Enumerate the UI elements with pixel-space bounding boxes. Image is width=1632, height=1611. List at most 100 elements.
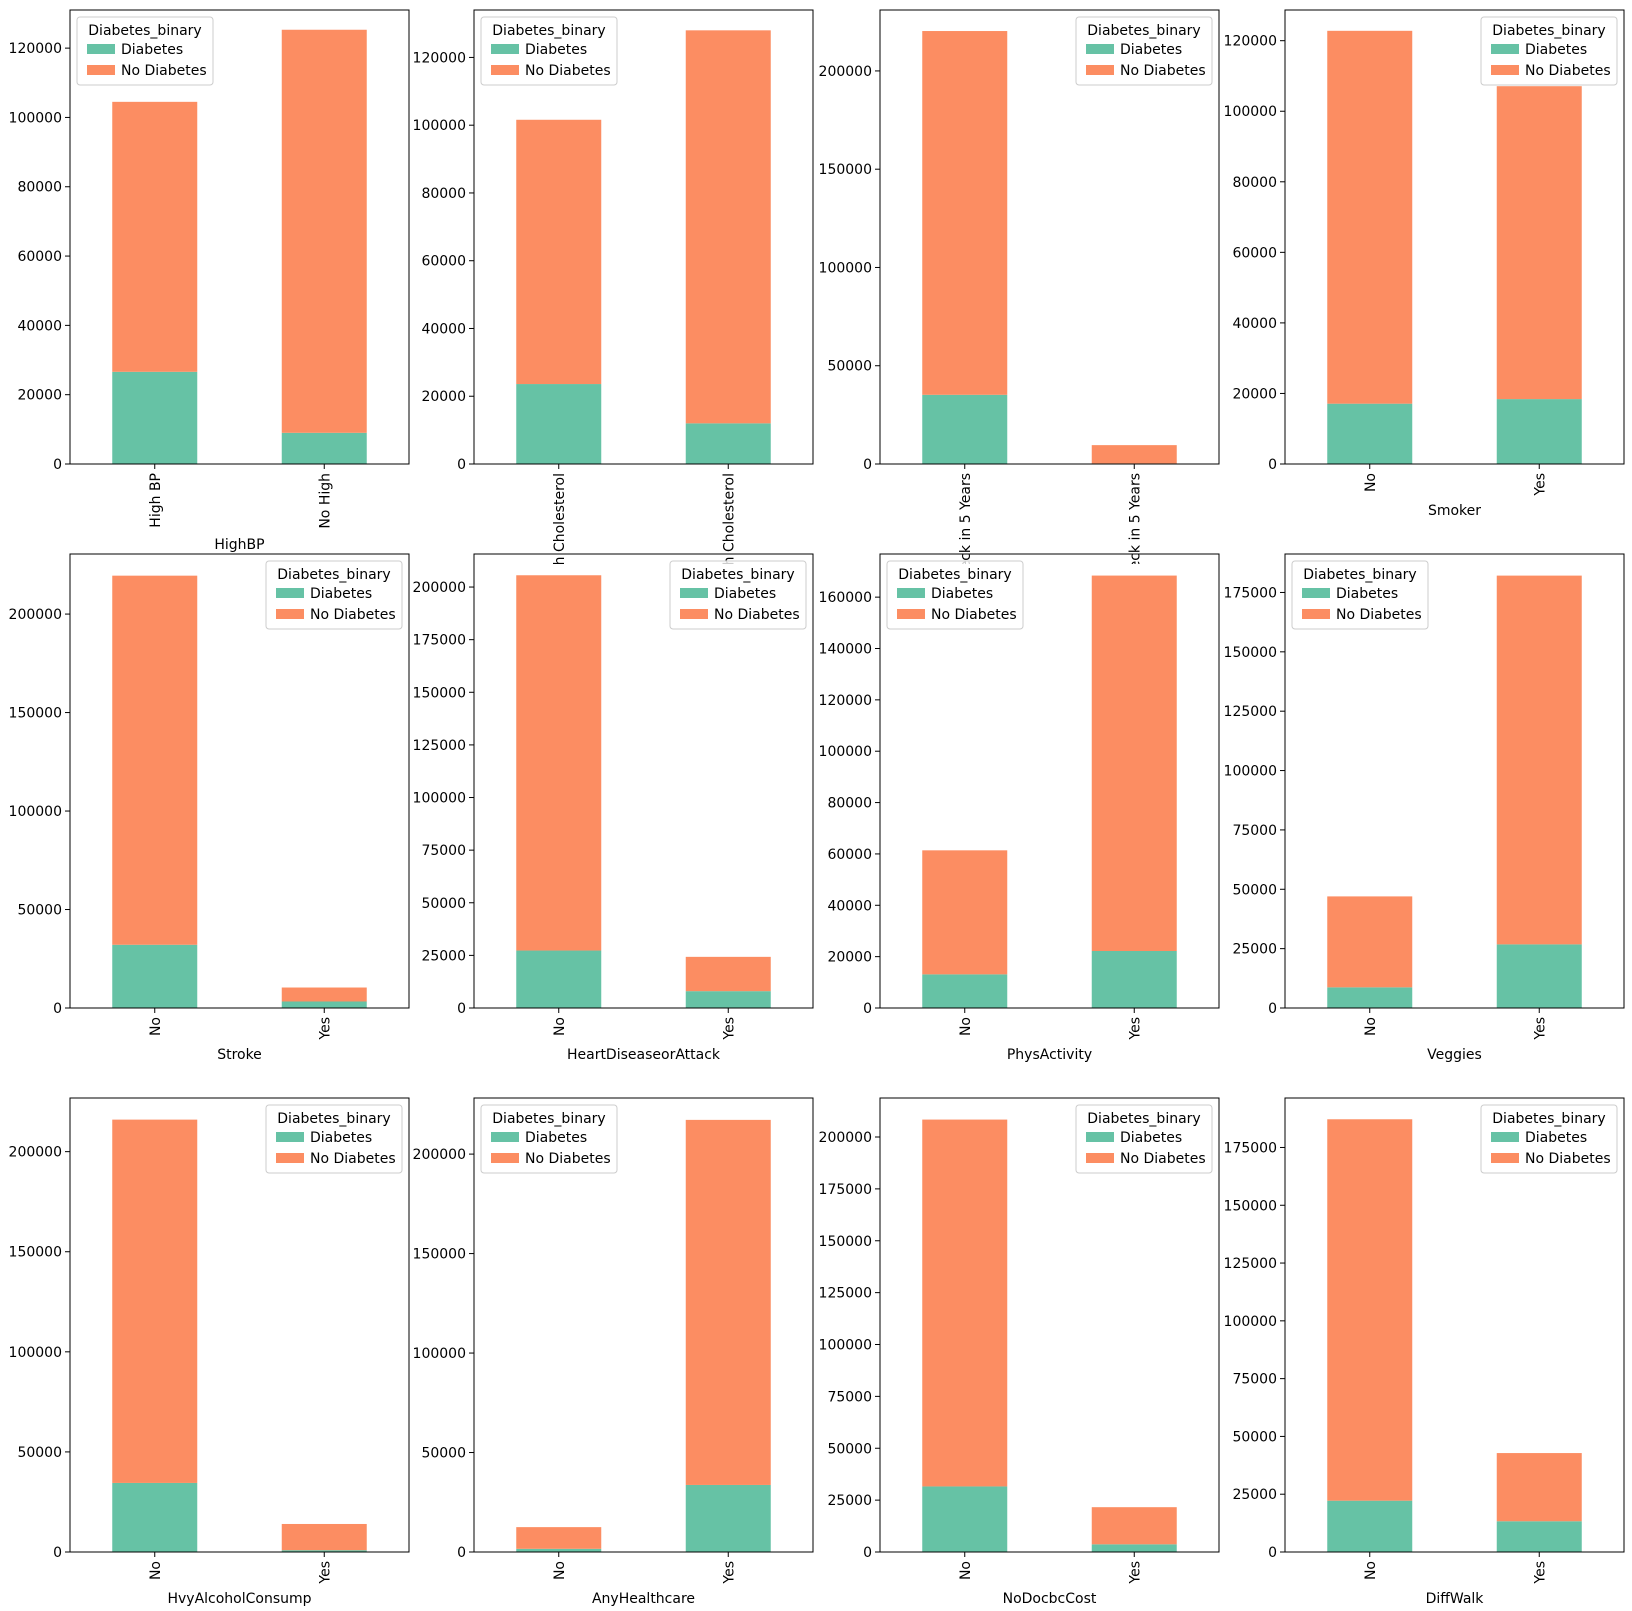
bar-no-diabetes [112, 575, 198, 945]
legend-label-diabetes: Diabetes [525, 1130, 587, 1146]
subplot-9: 0 50000 100000 150000 200000 No Yes HvyAlcoholC… [9, 1097, 410, 1607]
bar-no-diabetes [1496, 86, 1582, 400]
x-tick-label: No High [317, 473, 333, 529]
y-tick-label: 150000 [9, 706, 62, 722]
y-tick-label: 60000 [1232, 245, 1277, 261]
legend-label-no-diabetes: No Diabetes [1120, 63, 1206, 79]
axes-frame [1284, 1097, 1625, 1553]
y-tick-label: 200000 [819, 64, 872, 80]
bar-no-diabetes [1496, 1453, 1582, 1522]
y-tick-label: 80000 [421, 186, 466, 202]
subplot-2: 0 20000 40000 60000 80000 100000 120000 High Ch… [413, 9, 814, 589]
y-tick-label: 25000 [1232, 942, 1277, 958]
y-tick-label: 100000 [1224, 764, 1277, 780]
bars [922, 1119, 1177, 1552]
bars [1327, 1119, 1582, 1552]
y-tick-label: 50000 [827, 1441, 872, 1457]
axes-frame [473, 553, 814, 1009]
legend-swatch-no-diabetes [1086, 1153, 1114, 1163]
y-tick-label: 0 [457, 1001, 466, 1017]
legend-label-diabetes: Diabetes [310, 586, 372, 602]
y-tick-label: 75000 [827, 1389, 872, 1405]
subplot-10: 0 50000 100000 150000 200000 No Yes AnyHealthca… [413, 1097, 814, 1607]
y-tick-label: 140000 [819, 641, 872, 657]
y-tick-label: 40000 [17, 318, 62, 334]
legend: Diabetes_binary Diabetes No Diabetes [669, 560, 807, 630]
y-tick-label: 100000 [9, 1345, 62, 1361]
bar-diabetes [1496, 1521, 1582, 1552]
x-tick-labels: No Yes [1363, 1561, 1549, 1585]
x-tick-label: No [148, 1561, 164, 1580]
bar-no-diabetes [112, 101, 198, 372]
legend-title: Diabetes_binary [1087, 1111, 1200, 1127]
bar-no-diabetes [1327, 896, 1413, 988]
x-tick-label: No [552, 1561, 568, 1580]
legend: Diabetes_binary Diabetes No Diabetes [1075, 16, 1213, 86]
legend: Diabetes_binary Diabetes No Diabetes [1075, 1104, 1213, 1174]
legend-label-no-diabetes: No Diabetes [931, 607, 1017, 623]
legend-label-no-diabetes: No Diabetes [525, 1151, 611, 1167]
bar-diabetes [516, 384, 602, 464]
x-axis-label: HighBP [214, 537, 264, 553]
y-tick-label: 100000 [1224, 1314, 1277, 1330]
y-tick-label: 60000 [17, 249, 62, 265]
x-axis-label: AnyHealthcare [592, 1591, 695, 1607]
x-axis-label: Smoker [1428, 503, 1481, 519]
x-tick-labels: No Yes [148, 1017, 334, 1041]
y-tick-label: 100000 [413, 118, 466, 134]
y-tick-label: 80000 [17, 180, 62, 196]
legend-title: Diabetes_binary [277, 567, 390, 583]
x-tick-labels: High Cholesterol No High Cholesterol [552, 473, 738, 589]
bar-no-diabetes [516, 1527, 602, 1549]
x-axis-label: DiffWalk [1426, 1591, 1485, 1607]
legend-swatch-no-diabetes [87, 65, 115, 75]
y-tick-label: 0 [1268, 1001, 1277, 1017]
bar-no-diabetes [1091, 445, 1177, 464]
x-tick-label: High BP [148, 473, 164, 528]
y-tick-label: 40000 [827, 898, 872, 914]
legend-swatch-no-diabetes [491, 1153, 519, 1163]
bar-no-diabetes [685, 956, 771, 992]
legend-title: Diabetes_binary [492, 23, 605, 39]
legend-label-no-diabetes: No Diabetes [525, 63, 611, 79]
bar-diabetes [1327, 1500, 1413, 1552]
legend-title: Diabetes_binary [898, 567, 1011, 583]
legend-title: Diabetes_binary [1492, 1111, 1605, 1127]
y-tick-label: 150000 [413, 1247, 466, 1263]
y-tick-label: 150000 [819, 1234, 872, 1250]
y-tick-label: 75000 [1232, 1372, 1277, 1388]
x-axis-label: HvyAlcoholConsump [167, 1591, 311, 1607]
legend-swatch-no-diabetes [680, 609, 708, 619]
legend-label-diabetes: Diabetes [121, 42, 183, 58]
subplot-3: 0 50000 100000 150000 200000 Cholesterol Chec… [819, 9, 1220, 564]
x-axis-label: HeartDiseaseorAttack [567, 1047, 721, 1063]
y-tick-label: 20000 [17, 388, 62, 404]
y-tick-label: 200000 [9, 1145, 62, 1161]
y-tick-label: 150000 [1224, 1198, 1277, 1214]
bar-diabetes [112, 944, 198, 1008]
y-tick-label: 75000 [1232, 823, 1277, 839]
legend-label-no-diabetes: No Diabetes [310, 1151, 396, 1167]
bar-diabetes [922, 974, 1008, 1008]
legend-label-diabetes: Diabetes [1120, 1130, 1182, 1146]
legend-title: Diabetes_binary [277, 1111, 390, 1127]
legend: Diabetes_binary Diabetes No Diabetes [1480, 1104, 1618, 1174]
subplot-5: 0 50000 100000 150000 200000 No Yes Stroke Diabe… [9, 553, 410, 1063]
y-tick-label: 25000 [827, 1493, 872, 1509]
axes-frame [69, 9, 410, 465]
y-tick-label: 0 [457, 457, 466, 473]
y-tick-label: 125000 [819, 1286, 872, 1302]
y-tick-label: 200000 [819, 1130, 872, 1146]
legend-swatch-diabetes [1086, 44, 1114, 54]
y-tick-label: 175000 [819, 1182, 872, 1198]
y-tick-label: 100000 [819, 744, 872, 760]
x-tick-labels: No Yes [1363, 473, 1549, 497]
bar-diabetes [1496, 399, 1582, 464]
bar-no-diabetes [685, 30, 771, 424]
x-axis-label: PhysActivity [1007, 1047, 1092, 1063]
y-tick-label: 150000 [819, 162, 872, 178]
y-tick-label: 125000 [1224, 704, 1277, 720]
bar-diabetes [922, 394, 1008, 464]
x-tick-label: High Cholesterol [552, 473, 568, 589]
